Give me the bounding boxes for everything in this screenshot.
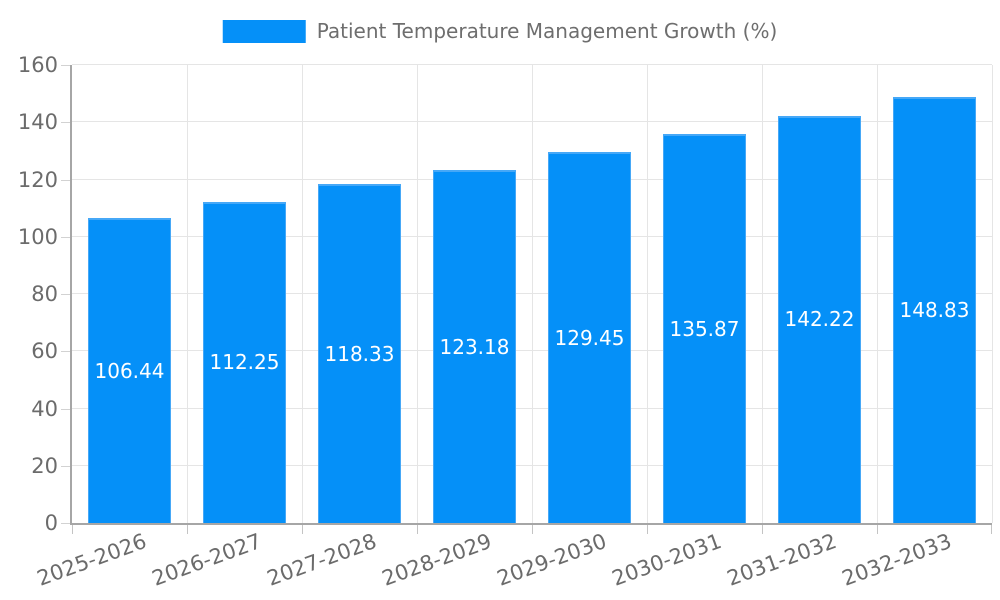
y-tick-mark [61,523,70,524]
gridline-horizontal [72,64,992,65]
bar-value-label: 106.44 [94,358,165,383]
gridline-vertical [992,65,993,523]
y-tick-label: 40 [31,396,58,421]
x-tick-label: 2027-2028 [263,529,380,591]
bar-value-label: 123.18 [439,334,510,359]
y-tick-label: 140 [17,110,58,135]
gridline-vertical [302,65,303,523]
legend-swatch [222,19,306,43]
y-tick-mark [61,408,70,410]
bar[interactable] [663,134,746,523]
bar-value-label: 142.22 [784,307,855,332]
gridline-vertical [877,65,878,523]
y-tick-label: 20 [31,453,58,478]
y-tick-mark [61,65,70,66]
bar-value-label: 148.83 [899,297,970,322]
plot-area: 106.44 112.25 118.33 123.18 129.45 135.87 142.… [70,64,993,525]
x-tick-mark [417,525,418,534]
y-tick-mark [61,465,70,467]
gridline-vertical [762,65,763,523]
bar[interactable] [318,184,401,523]
x-tick-mark [877,525,878,534]
x-tick-mark [991,525,992,534]
x-tick-mark [647,525,648,534]
y-tick-mark [61,179,70,181]
gridline-vertical [187,65,188,523]
bar[interactable] [893,96,976,523]
x-tick-label: 2029-2030 [493,529,610,591]
y-tick-mark [61,236,70,238]
y-tick-label: 80 [31,282,58,306]
x-tick-label: 2031-2032 [723,529,840,591]
y-tick-label: 160 [17,53,58,77]
bar[interactable] [548,152,631,523]
legend-label: Patient Temperature Management Growth (%… [316,19,778,43]
bar-value-label: 118.33 [324,341,395,366]
x-tick-mark [187,525,188,534]
x-tick-mark [762,525,763,534]
y-tick-label: 120 [17,167,58,192]
y-tick-mark [61,122,70,124]
y-tick-mark [61,351,70,353]
bar-value-label: 112.25 [209,350,280,375]
bar-value-label: 129.45 [554,325,625,350]
x-tick-mark [532,525,533,534]
x-tick-label: 2026-2027 [148,529,265,591]
bar[interactable] [203,201,286,523]
y-tick-mark [61,294,70,295]
y-tick-label: 0 [44,511,58,535]
x-tick-label: 2025-2026 [33,529,150,591]
x-tick-label: 2032-2033 [838,529,955,591]
y-tick-label: 100 [17,224,58,249]
bar[interactable] [433,170,516,523]
gridline-vertical [417,65,418,523]
x-tick-mark [302,525,303,534]
gridline-vertical [532,65,533,523]
bar-value-label: 135.87 [669,316,740,341]
gridline-vertical [647,65,648,523]
bar[interactable] [778,115,861,523]
x-tick-mark [72,525,73,534]
y-tick-label: 60 [31,339,58,364]
x-tick-label: 2028-2029 [378,529,495,591]
x-tick-label: 2030-2031 [608,529,725,591]
bar[interactable] [88,218,171,523]
legend-item[interactable]: Patient Temperature Management Growth (%… [222,19,778,43]
